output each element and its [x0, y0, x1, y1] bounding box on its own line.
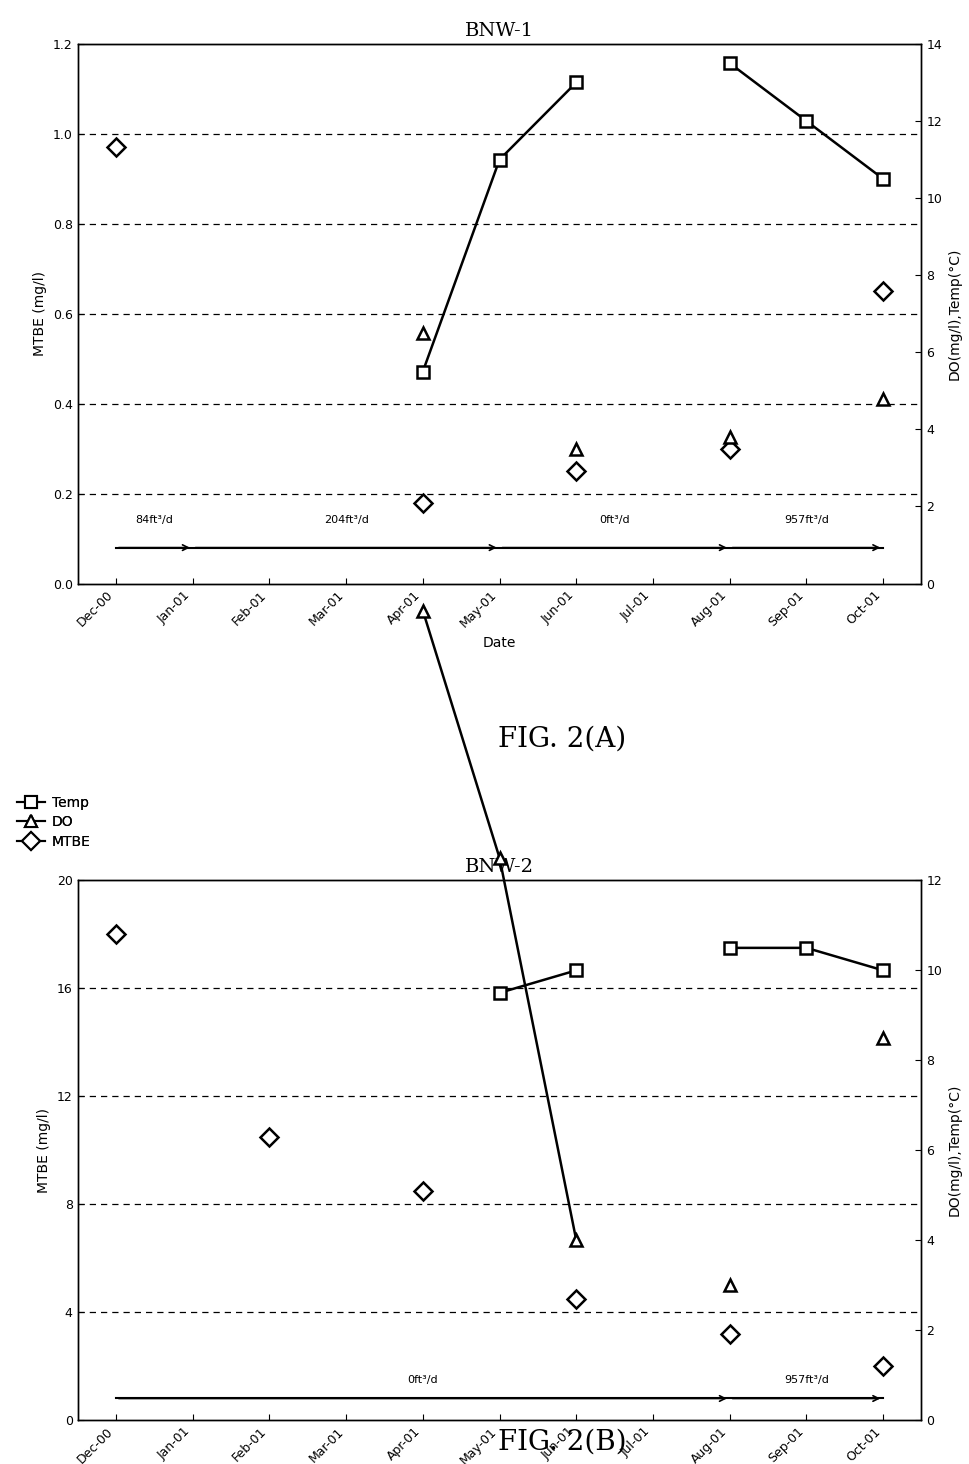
X-axis label: Date: Date [483, 635, 516, 650]
Text: 957ft³/d: 957ft³/d [783, 515, 828, 526]
Title: BNW-2: BNW-2 [464, 858, 534, 875]
Text: 204ft³/d: 204ft³/d [324, 515, 368, 526]
Text: 0ft³/d: 0ft³/d [599, 515, 629, 526]
Text: FIG. 2(A): FIG. 2(A) [498, 726, 626, 752]
Y-axis label: MTBE (mg/l): MTBE (mg/l) [33, 271, 47, 356]
Legend: Temp, DO, MTBE: Temp, DO, MTBE [17, 795, 90, 849]
Title: BNW-1: BNW-1 [464, 22, 534, 40]
Y-axis label: DO(mg/l),Temp(°C): DO(mg/l),Temp(°C) [947, 247, 961, 381]
Y-axis label: MTBE (mg/l): MTBE (mg/l) [37, 1108, 51, 1193]
Text: FIG. 2(B): FIG. 2(B) [498, 1429, 626, 1455]
Y-axis label: DO(mg/l),Temp(°C): DO(mg/l),Temp(°C) [947, 1083, 961, 1217]
Text: 84ft³/d: 84ft³/d [136, 515, 173, 526]
Text: 957ft³/d: 957ft³/d [783, 1375, 828, 1385]
Text: 0ft³/d: 0ft³/d [407, 1375, 438, 1385]
